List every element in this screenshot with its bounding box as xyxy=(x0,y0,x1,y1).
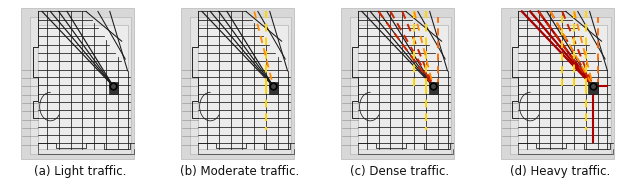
Bar xyxy=(429,82,438,93)
Text: (a) Light traffic.: (a) Light traffic. xyxy=(34,165,126,178)
Text: (c) Dense traffic.: (c) Dense traffic. xyxy=(351,165,449,178)
Bar xyxy=(518,24,607,149)
Bar xyxy=(269,82,278,93)
Bar xyxy=(38,24,127,149)
Bar xyxy=(198,24,287,149)
Bar xyxy=(510,17,611,154)
Bar xyxy=(588,82,598,93)
Bar xyxy=(358,24,447,149)
Bar xyxy=(109,82,118,93)
Text: (d) Heavy traffic.: (d) Heavy traffic. xyxy=(510,165,610,178)
Bar xyxy=(350,17,451,154)
Bar xyxy=(190,17,291,154)
Bar xyxy=(30,17,131,154)
Text: (b) Moderate traffic.: (b) Moderate traffic. xyxy=(180,165,300,178)
